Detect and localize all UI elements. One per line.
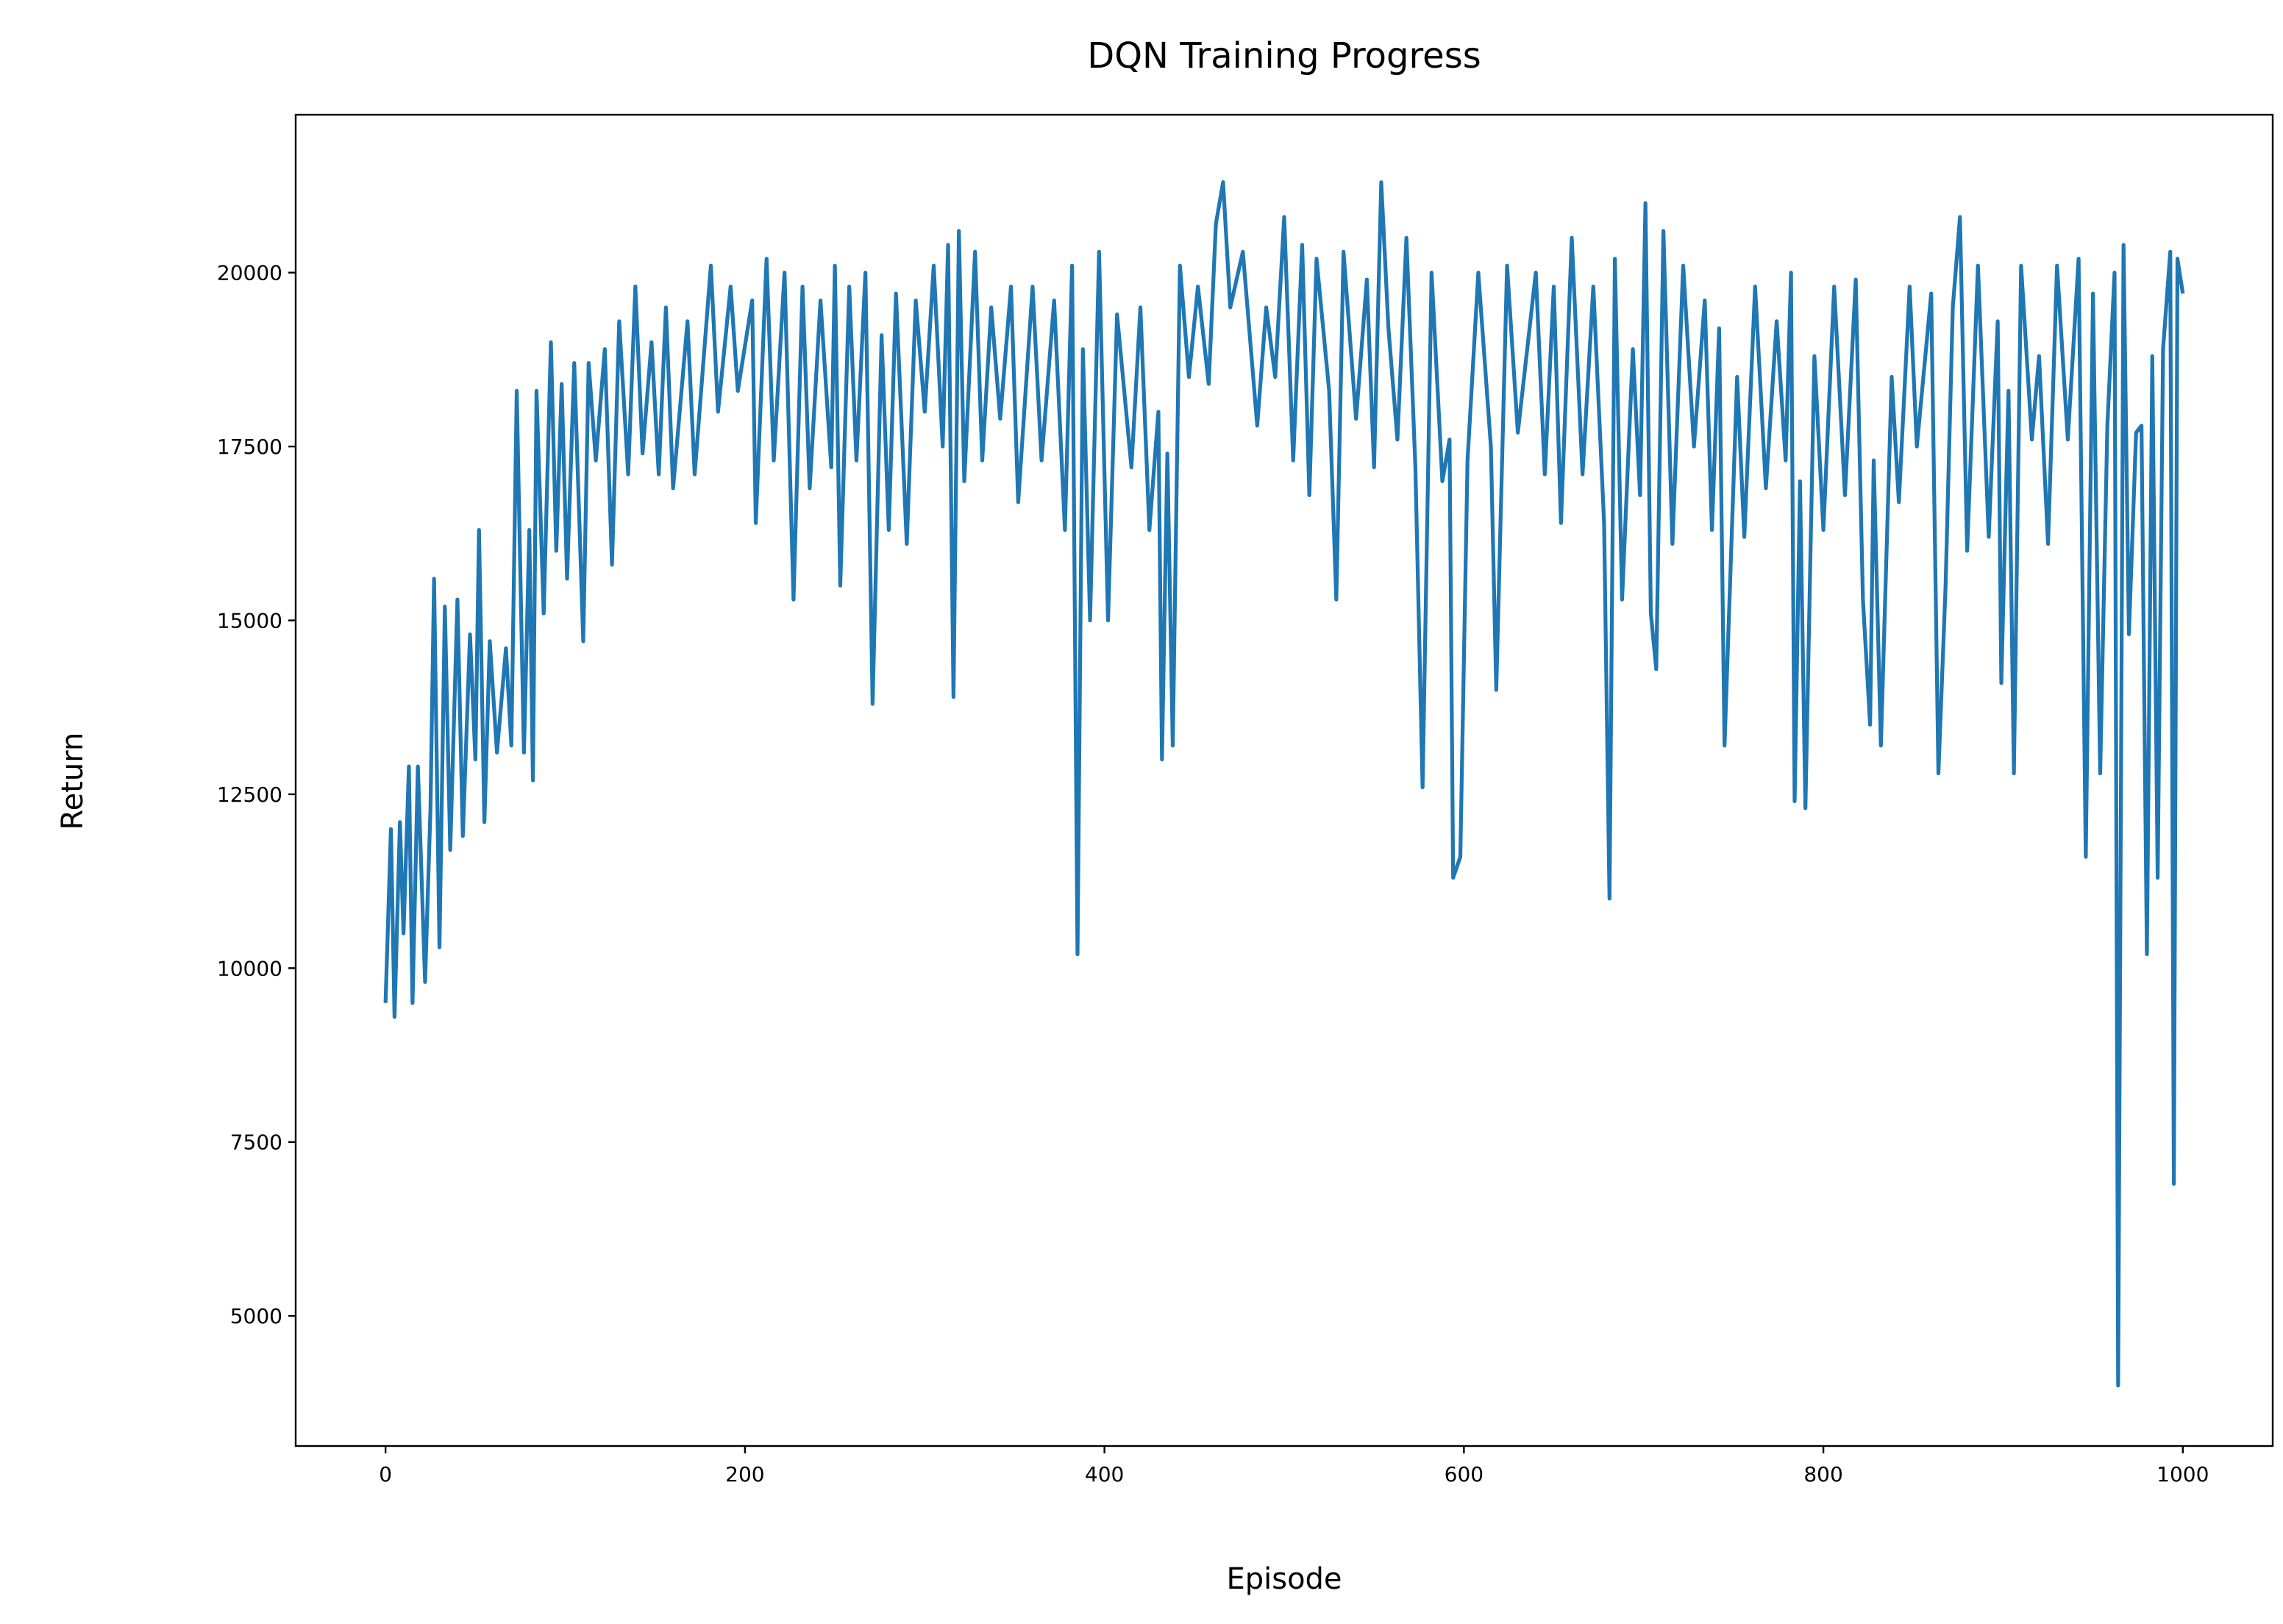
y-axis-label: Return [56, 733, 90, 830]
axes-frame [294, 113, 2274, 1447]
y-tick-label: 12500 [217, 783, 282, 807]
x-tick-label: 600 [1445, 1462, 1484, 1486]
x-tick-label: 800 [1803, 1462, 1842, 1486]
x-tick-label: 400 [1085, 1462, 1124, 1486]
y-tick-label: 20000 [217, 261, 282, 285]
y-tick-label: 7500 [230, 1130, 282, 1155]
y-tick-label: 10000 [217, 956, 282, 980]
chart-title: DQN Training Progress [1087, 35, 1481, 76]
y-tick-label: 17500 [217, 435, 282, 459]
y-tick-label: 5000 [230, 1304, 282, 1328]
data-line [383, 180, 2185, 1388]
x-tick-label: 200 [725, 1462, 764, 1486]
plot-area [383, 180, 2185, 1388]
x-axis-label: Episode [1226, 1562, 1342, 1596]
x-tick-label: 1000 [2156, 1462, 2209, 1486]
y-tick-label: 15000 [217, 608, 282, 633]
x-tick-label: 0 [379, 1462, 392, 1486]
